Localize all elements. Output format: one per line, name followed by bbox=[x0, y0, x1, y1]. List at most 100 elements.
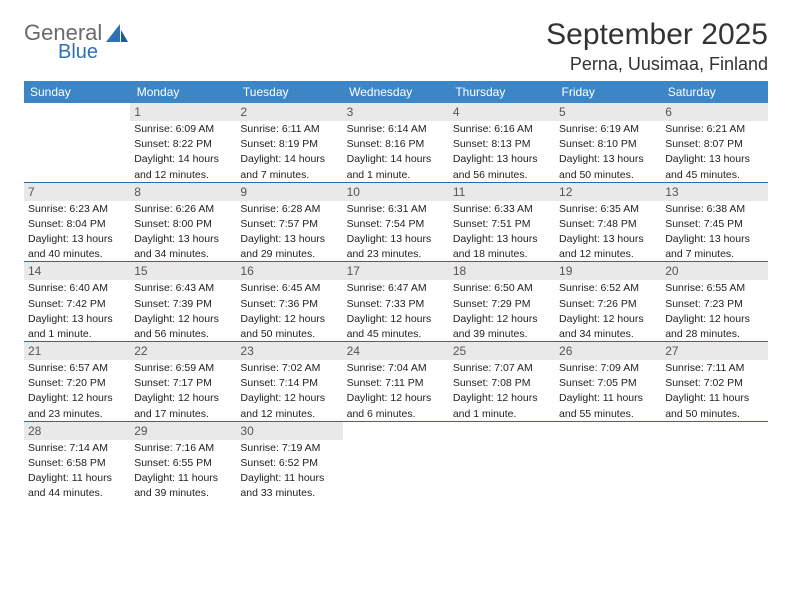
day-header: Wednesday bbox=[343, 81, 449, 103]
sunrise-text: Sunrise: 6:21 AM bbox=[661, 121, 767, 136]
day-number: 9 bbox=[236, 183, 342, 201]
calendar-cell: 14Sunrise: 6:40 AMSunset: 7:42 PMDayligh… bbox=[24, 262, 130, 341]
sunrise-text: Sunrise: 6:16 AM bbox=[449, 121, 555, 136]
daylight-text: and 23 minutes. bbox=[343, 246, 449, 261]
calendar-cell: 12Sunrise: 6:35 AMSunset: 7:48 PMDayligh… bbox=[555, 183, 661, 262]
day-number: 17 bbox=[343, 262, 449, 280]
daylight-text: Daylight: 12 hours bbox=[236, 311, 342, 326]
calendar-header: SundayMondayTuesdayWednesdayThursdayFrid… bbox=[24, 81, 768, 103]
sunset-text: Sunset: 7:23 PM bbox=[661, 296, 767, 311]
calendar-cell: 5Sunrise: 6:19 AMSunset: 8:10 PMDaylight… bbox=[555, 103, 661, 182]
calendar-cell: 6Sunrise: 6:21 AMSunset: 8:07 PMDaylight… bbox=[661, 103, 767, 182]
daylight-text: Daylight: 13 hours bbox=[449, 151, 555, 166]
calendar-body: 1Sunrise: 6:09 AMSunset: 8:22 PMDaylight… bbox=[24, 103, 768, 500]
daylight-text: Daylight: 11 hours bbox=[555, 390, 661, 405]
sunset-text: Sunset: 6:55 PM bbox=[130, 455, 236, 470]
day-number: 22 bbox=[130, 342, 236, 360]
empty-cell bbox=[555, 422, 661, 492]
day-number: 14 bbox=[24, 262, 130, 280]
calendar-page: General Blue September 2025 Perna, Uusim… bbox=[0, 0, 792, 500]
sunrise-text: Sunrise: 7:14 AM bbox=[24, 440, 130, 455]
daylight-text: Daylight: 14 hours bbox=[343, 151, 449, 166]
sunset-text: Sunset: 7:36 PM bbox=[236, 296, 342, 311]
sunset-text: Sunset: 7:11 PM bbox=[343, 375, 449, 390]
calendar-cell: 27Sunrise: 7:11 AMSunset: 7:02 PMDayligh… bbox=[661, 342, 767, 421]
day-number: 21 bbox=[24, 342, 130, 360]
daylight-text: Daylight: 13 hours bbox=[555, 231, 661, 246]
sunrise-text: Sunrise: 6:38 AM bbox=[661, 201, 767, 216]
day-number: 16 bbox=[236, 262, 342, 280]
daylight-text: and 45 minutes. bbox=[343, 326, 449, 341]
sunrise-text: Sunrise: 6:52 AM bbox=[555, 280, 661, 295]
calendar-cell: 11Sunrise: 6:33 AMSunset: 7:51 PMDayligh… bbox=[449, 183, 555, 262]
daylight-text: and 39 minutes. bbox=[449, 326, 555, 341]
sunset-text: Sunset: 8:07 PM bbox=[661, 136, 767, 151]
daylight-text: and 29 minutes. bbox=[236, 246, 342, 261]
sunset-text: Sunset: 7:42 PM bbox=[24, 296, 130, 311]
daylight-text: and 50 minutes. bbox=[661, 406, 767, 421]
daylight-text: and 39 minutes. bbox=[130, 485, 236, 500]
day-number: 1 bbox=[130, 103, 236, 121]
sunset-text: Sunset: 8:10 PM bbox=[555, 136, 661, 151]
daylight-text: Daylight: 12 hours bbox=[555, 311, 661, 326]
sunrise-text: Sunrise: 7:11 AM bbox=[661, 360, 767, 375]
calendar-cell: 2Sunrise: 6:11 AMSunset: 8:19 PMDaylight… bbox=[236, 103, 342, 182]
sunset-text: Sunset: 8:13 PM bbox=[449, 136, 555, 151]
sunset-text: Sunset: 8:22 PM bbox=[130, 136, 236, 151]
sunrise-text: Sunrise: 7:19 AM bbox=[236, 440, 342, 455]
daylight-text: and 17 minutes. bbox=[130, 406, 236, 421]
day-number: 27 bbox=[661, 342, 767, 360]
calendar-cell: 7Sunrise: 6:23 AMSunset: 8:04 PMDaylight… bbox=[24, 183, 130, 262]
calendar-cell bbox=[343, 422, 449, 501]
daylight-text: and 1 minute. bbox=[24, 326, 130, 341]
sail-icon bbox=[106, 24, 128, 44]
daylight-text: and 34 minutes. bbox=[130, 246, 236, 261]
daylight-text: and 1 minute. bbox=[343, 167, 449, 182]
daylight-text: Daylight: 13 hours bbox=[449, 231, 555, 246]
daylight-text: and 45 minutes. bbox=[661, 167, 767, 182]
sunset-text: Sunset: 8:19 PM bbox=[236, 136, 342, 151]
calendar-cell bbox=[24, 103, 130, 182]
sunrise-text: Sunrise: 6:14 AM bbox=[343, 121, 449, 136]
calendar-cell: 29Sunrise: 7:16 AMSunset: 6:55 PMDayligh… bbox=[130, 422, 236, 501]
sunset-text: Sunset: 6:58 PM bbox=[24, 455, 130, 470]
calendar-cell: 23Sunrise: 7:02 AMSunset: 7:14 PMDayligh… bbox=[236, 342, 342, 421]
calendar-cell bbox=[449, 422, 555, 501]
sunrise-text: Sunrise: 6:09 AM bbox=[130, 121, 236, 136]
day-number: 15 bbox=[130, 262, 236, 280]
logo-word-blue: Blue bbox=[58, 42, 102, 62]
calendar-cell: 28Sunrise: 7:14 AMSunset: 6:58 PMDayligh… bbox=[24, 422, 130, 501]
sunset-text: Sunset: 7:45 PM bbox=[661, 216, 767, 231]
calendar-week: 1Sunrise: 6:09 AMSunset: 8:22 PMDaylight… bbox=[24, 103, 768, 182]
sunset-text: Sunset: 7:57 PM bbox=[236, 216, 342, 231]
daylight-text: and 50 minutes. bbox=[555, 167, 661, 182]
day-number: 6 bbox=[661, 103, 767, 121]
daylight-text: and 7 minutes. bbox=[236, 167, 342, 182]
calendar-cell: 9Sunrise: 6:28 AMSunset: 7:57 PMDaylight… bbox=[236, 183, 342, 262]
sunrise-text: Sunrise: 7:04 AM bbox=[343, 360, 449, 375]
sunset-text: Sunset: 6:52 PM bbox=[236, 455, 342, 470]
daylight-text: Daylight: 14 hours bbox=[236, 151, 342, 166]
sunset-text: Sunset: 8:00 PM bbox=[130, 216, 236, 231]
calendar-cell: 3Sunrise: 6:14 AMSunset: 8:16 PMDaylight… bbox=[343, 103, 449, 182]
sunrise-text: Sunrise: 6:19 AM bbox=[555, 121, 661, 136]
daylight-text: Daylight: 12 hours bbox=[130, 390, 236, 405]
logo-text: General Blue bbox=[24, 22, 102, 62]
calendar-cell: 13Sunrise: 6:38 AMSunset: 7:45 PMDayligh… bbox=[661, 183, 767, 262]
calendar-cell bbox=[661, 422, 767, 501]
daylight-text: and 6 minutes. bbox=[343, 406, 449, 421]
day-number: 29 bbox=[130, 422, 236, 440]
daylight-text: Daylight: 12 hours bbox=[449, 311, 555, 326]
sunset-text: Sunset: 7:33 PM bbox=[343, 296, 449, 311]
daylight-text: Daylight: 11 hours bbox=[236, 470, 342, 485]
day-number: 7 bbox=[24, 183, 130, 201]
daylight-text: and 7 minutes. bbox=[661, 246, 767, 261]
empty-cell bbox=[343, 422, 449, 492]
calendar-cell: 22Sunrise: 6:59 AMSunset: 7:17 PMDayligh… bbox=[130, 342, 236, 421]
daylight-text: and 33 minutes. bbox=[236, 485, 342, 500]
calendar-cell: 10Sunrise: 6:31 AMSunset: 7:54 PMDayligh… bbox=[343, 183, 449, 262]
sunrise-text: Sunrise: 6:59 AM bbox=[130, 360, 236, 375]
sunset-text: Sunset: 7:26 PM bbox=[555, 296, 661, 311]
daylight-text: and 12 minutes. bbox=[236, 406, 342, 421]
daylight-text: Daylight: 14 hours bbox=[130, 151, 236, 166]
